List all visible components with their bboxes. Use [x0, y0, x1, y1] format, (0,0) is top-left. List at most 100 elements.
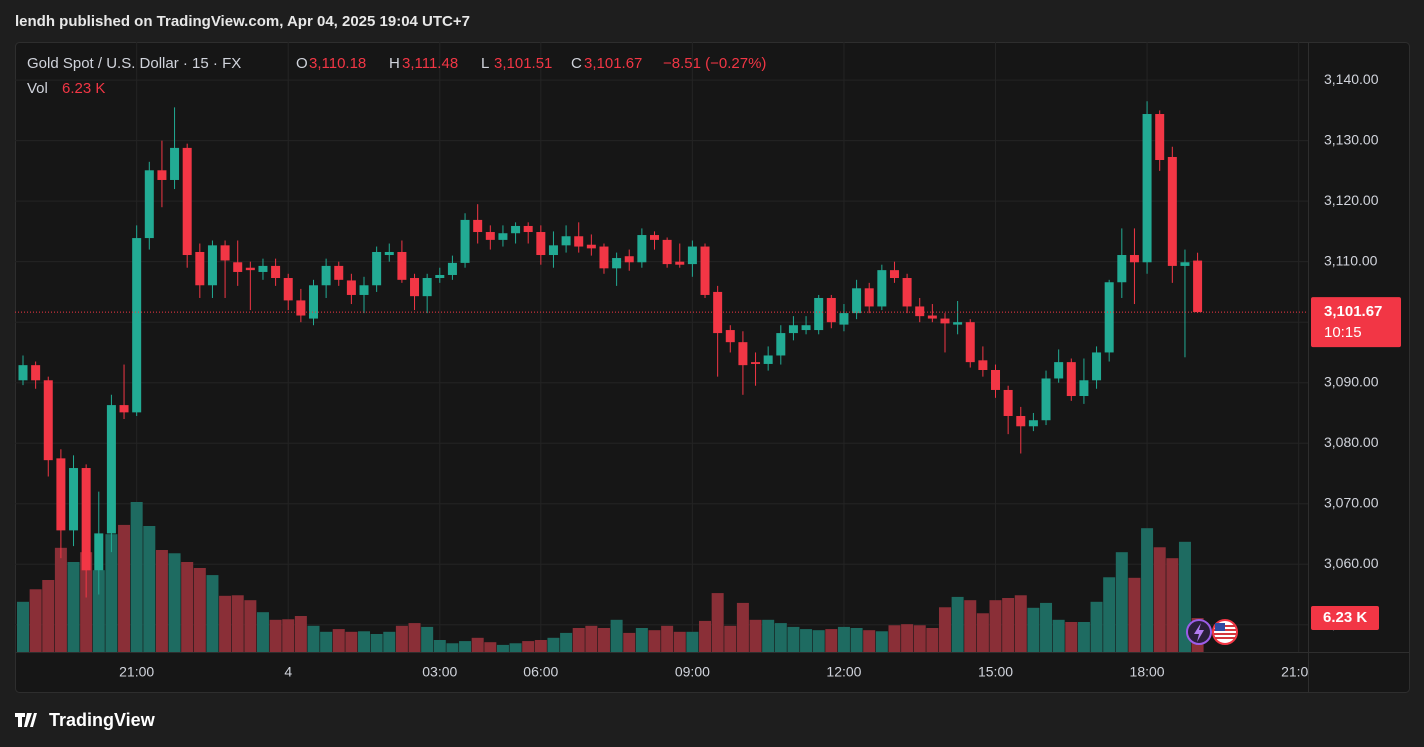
volume-bar — [17, 601, 29, 652]
volume-bar — [610, 619, 623, 652]
candle-body — [523, 225, 533, 233]
candle-body — [814, 297, 824, 331]
volume-value: 6.23 K — [62, 80, 105, 97]
volume-bar — [534, 640, 547, 652]
y-tick-label: 3,120.00 — [1324, 192, 1379, 208]
volume-bar — [67, 562, 80, 652]
volume-bar — [547, 637, 560, 652]
candle-body — [700, 246, 710, 295]
candle-body — [94, 533, 104, 571]
candle-body — [170, 147, 180, 180]
lightning-glyph — [1194, 623, 1204, 642]
volume-bar — [143, 526, 156, 652]
volume-bar — [635, 628, 648, 652]
y-tick-label: 3,060.00 — [1324, 555, 1379, 571]
candle-body — [498, 233, 508, 240]
candle-body — [687, 246, 697, 265]
candle-body — [864, 288, 874, 307]
volume-bar — [332, 629, 345, 652]
volume-bar — [358, 631, 371, 652]
candle-body — [877, 270, 887, 307]
volume-bar — [168, 553, 181, 652]
last-volume-label: 6.23 K — [1323, 609, 1367, 626]
candle-body — [1117, 255, 1127, 283]
y-tick-label: 3,110.00 — [1324, 252, 1378, 268]
ohlc-key: H — [389, 55, 400, 72]
last-price-label: 3,101.67 — [1324, 303, 1382, 320]
candle-body — [978, 360, 988, 370]
volume-bar — [1128, 577, 1141, 652]
logo-mark — [15, 713, 37, 727]
candle-body — [738, 342, 748, 366]
y-tick-label: 3,090.00 — [1324, 373, 1379, 389]
candle-body — [927, 315, 937, 319]
volume-bar — [1052, 619, 1065, 652]
volume-bar — [787, 626, 800, 652]
candle-body — [1092, 352, 1102, 381]
volume-bar — [408, 623, 421, 652]
candle-body — [1079, 380, 1089, 397]
volume-bar — [395, 625, 408, 652]
time-axis: 21:00 4 03:00 06:00 09:00 12:00 15:00 18:00 21:0… — [119, 664, 1316, 680]
volume-bar — [1153, 547, 1166, 652]
candle-body — [334, 265, 344, 280]
volume-bar — [282, 619, 295, 652]
volume-bar — [370, 634, 383, 652]
volume-bar — [471, 637, 484, 652]
volume-bar — [509, 643, 522, 652]
y-tick-label: 3,070.00 — [1324, 494, 1379, 510]
volume-bar — [888, 625, 901, 652]
volume-bar — [597, 628, 610, 652]
volume-bar — [294, 616, 307, 652]
candle-body — [776, 333, 786, 356]
candle-body — [991, 369, 1001, 390]
ohlc-key: C — [571, 55, 582, 72]
candle-body — [1028, 420, 1038, 427]
volume-bar — [812, 630, 825, 652]
brand: TradingView — [49, 710, 156, 730]
y-tick-label: 3,140.00 — [1324, 71, 1379, 87]
volume-bar — [1090, 601, 1103, 652]
candle-body — [81, 468, 91, 571]
y-tick-label: 3,080.00 — [1324, 434, 1379, 450]
y-tick-label: 3,130.00 — [1324, 131, 1379, 147]
volume-bar — [206, 575, 219, 652]
volume-bar — [54, 547, 67, 652]
candle-body — [56, 458, 66, 531]
volume-bar — [1040, 602, 1053, 652]
volume-bar — [673, 631, 686, 652]
volume-bar — [92, 570, 105, 652]
candle-body — [106, 405, 116, 534]
volume-bar — [231, 595, 244, 652]
volume-pane — [17, 502, 1204, 652]
candle-body — [1142, 114, 1152, 263]
volume-bar — [130, 502, 143, 652]
volume-bar — [951, 596, 964, 652]
candle-body — [422, 278, 432, 297]
volume-bar — [1077, 622, 1090, 652]
volume-bar — [219, 595, 232, 652]
volume-bar — [181, 562, 194, 652]
price-pane — [15, 101, 1308, 598]
candle-body — [384, 251, 394, 256]
candle-body — [359, 285, 369, 295]
candle-body — [915, 306, 925, 317]
logo: TradingView — [15, 710, 156, 730]
candle-body — [574, 236, 584, 247]
volume-bar — [875, 631, 888, 652]
candle-body — [207, 245, 217, 286]
volume-bar — [623, 632, 636, 652]
candle-body — [1066, 362, 1076, 397]
candle-body — [1016, 415, 1026, 427]
volume-bar — [711, 593, 724, 652]
event-icons[interactable] — [1186, 619, 1238, 645]
candle-body — [536, 232, 546, 256]
x-tick-label: 15:00 — [978, 664, 1013, 680]
countdown: 10:15 — [1324, 324, 1362, 341]
x-tick-label: 21:00 — [1281, 664, 1316, 680]
volume-bar — [383, 631, 396, 652]
chart-panel — [15, 42, 1410, 693]
volume-bar — [572, 628, 585, 652]
candle-body — [852, 288, 862, 314]
candle-body — [1193, 260, 1203, 313]
